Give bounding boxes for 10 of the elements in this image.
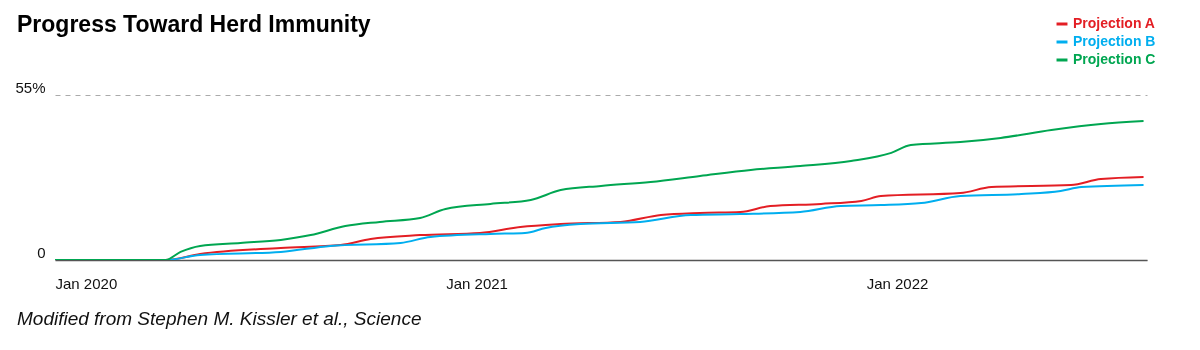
x-tick-label: Jan 2020 — [55, 274, 118, 292]
y-tick-label: 55% — [15, 78, 46, 96]
text: Modified from Stephen M. Kissler et al., Science — [17, 308, 422, 330]
x-tick-label: Jan 2022 — [866, 274, 929, 292]
legend-label: Projection B — [1073, 33, 1156, 49]
legend-label: Projection C — [1073, 51, 1156, 67]
y-tick-label: 0 — [37, 243, 46, 261]
legend-label: Projection A — [1073, 15, 1155, 31]
chart-title: Progress Toward Herd Immunity — [17, 11, 371, 37]
x-tick-label: Jan 2021 — [446, 274, 508, 292]
